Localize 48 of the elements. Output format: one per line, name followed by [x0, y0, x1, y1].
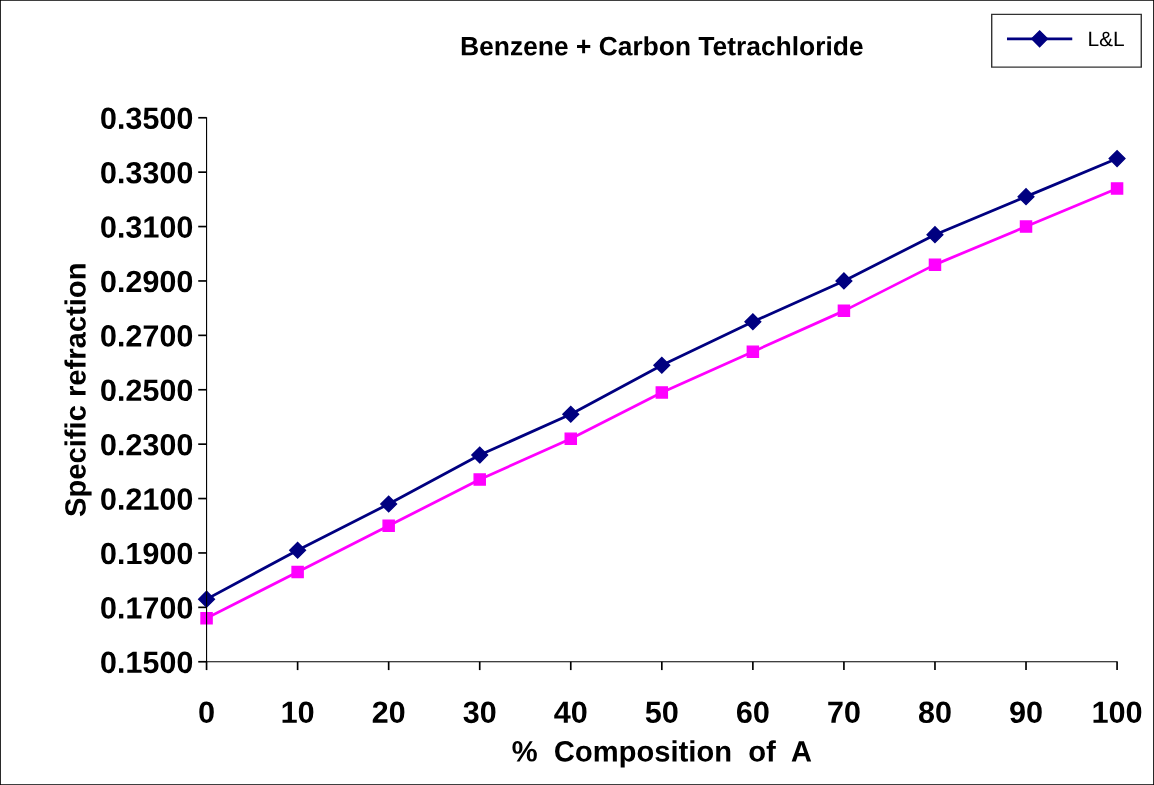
- point: [200, 611, 213, 625]
- y-tick-label: 0.1900: [101, 542, 193, 565]
- x-tick-label: 10: [282, 701, 314, 724]
- x-tick-label: 40: [554, 701, 587, 724]
- legend-label: L&L: [1089, 31, 1124, 47]
- point: [289, 541, 307, 559]
- point: [198, 590, 216, 608]
- point: [835, 272, 853, 290]
- y-tick-label: 0.3300: [101, 161, 193, 184]
- point: [1108, 149, 1126, 168]
- point: [655, 386, 669, 399]
- point: [562, 405, 580, 423]
- y-tick-label: 0.2700: [101, 325, 193, 347]
- x-tick-label: 0: [199, 701, 214, 724]
- point: [1017, 188, 1035, 206]
- y-tick-label: 0.1700: [101, 597, 193, 619]
- point: [926, 226, 944, 244]
- x-tick-label: 100: [1093, 701, 1142, 724]
- y-tick-label: 0.2500: [101, 379, 193, 402]
- point: [382, 519, 395, 533]
- point: [746, 345, 760, 358]
- x-tick-label: 70: [828, 701, 860, 724]
- x-tick-label: 80: [918, 701, 951, 724]
- point: [380, 495, 398, 513]
- x-tick-label: 30: [463, 701, 496, 724]
- x-tick-label: 60: [736, 701, 769, 724]
- x-tick-label: 50: [645, 701, 678, 724]
- point: [564, 432, 578, 445]
- x-axis-title: % Composition of A: [512, 740, 812, 768]
- point: [653, 356, 671, 374]
- point: [471, 446, 489, 464]
- point: [928, 258, 942, 271]
- point: [1110, 182, 1124, 195]
- point: [473, 473, 486, 486]
- y-tick-label: 0.2100: [101, 488, 193, 510]
- y-axis-title: Specific refraction: [64, 264, 92, 517]
- y-tick-label: 0.3500: [101, 107, 193, 130]
- point: [837, 304, 851, 318]
- point: [1019, 220, 1033, 233]
- chart-title: Benzene + Carbon Tetrachloride: [461, 36, 863, 56]
- x-tick-label: 90: [1010, 701, 1042, 724]
- point: [744, 313, 762, 331]
- y-tick-label: 0.3100: [101, 216, 193, 238]
- y-tick-label: 0.2900: [101, 270, 193, 293]
- y-tick-label: 0.2300: [101, 433, 193, 456]
- point: [291, 565, 304, 579]
- y-tick-label: 0.1500: [101, 651, 193, 674]
- x-tick-label: 20: [372, 701, 405, 724]
